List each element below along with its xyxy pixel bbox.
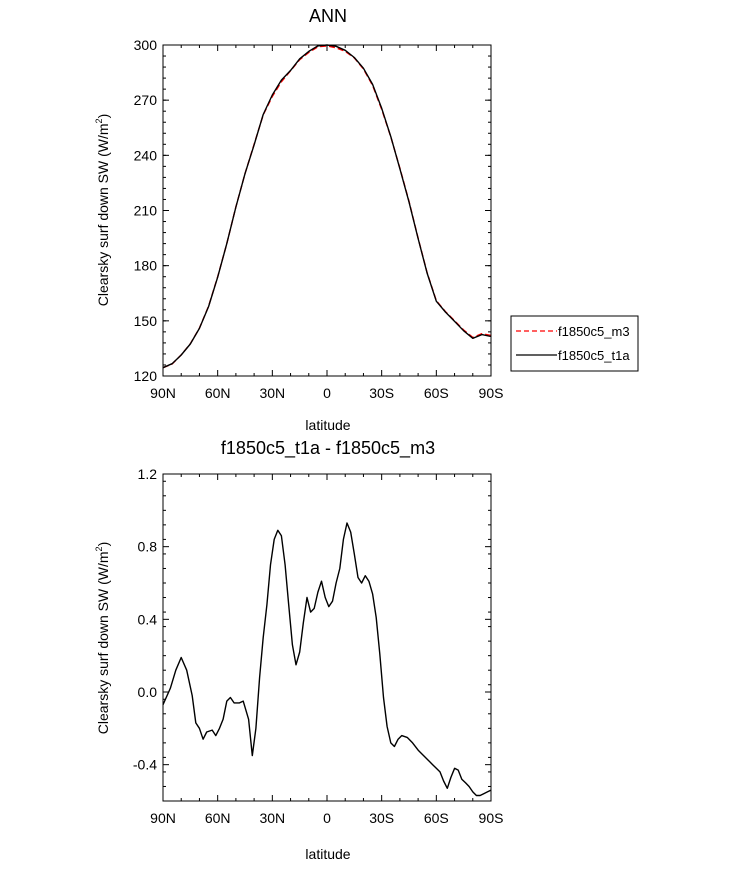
y-tick-label: 0.0: [138, 684, 158, 700]
y-tick-label: -0.4: [133, 757, 157, 773]
y-tick-label: 0.4: [138, 611, 158, 627]
series-layer: [162, 44, 492, 369]
x-tick-label: 30S: [369, 385, 394, 401]
x-tick-label: 90N: [150, 385, 176, 401]
legend-label-t1a: f1850c5_t1a: [558, 348, 630, 363]
x-axis-label: latitude: [305, 846, 350, 862]
y-tick-label: 240: [134, 147, 158, 163]
y-tick-label: 270: [134, 92, 158, 108]
legend-box: [510, 315, 639, 372]
x-tick-label: 60N: [205, 810, 231, 826]
y-tick-label: 1.2: [138, 466, 158, 482]
series-line-f1850c5-t1a-f1850c5-m3: [162, 522, 492, 797]
x-axis-label: latitude: [305, 417, 350, 433]
y-tick-label: 210: [134, 203, 158, 219]
legend: f1850c5_m3 f1850c5_t1a: [510, 315, 639, 372]
chart-title: ANN: [309, 6, 347, 26]
y-tick-label: 300: [134, 37, 158, 53]
x-tick-label: 60S: [424, 385, 449, 401]
x-tick-label: 30S: [369, 810, 394, 826]
legend-label-m3: f1850c5_m3: [558, 324, 630, 339]
x-tick-label: 30N: [259, 385, 285, 401]
x-tick-label: 60S: [424, 810, 449, 826]
series-line-f1850c5-m3: [162, 45, 492, 369]
y-tick-label: 180: [134, 258, 158, 274]
x-tick-label: 60N: [205, 385, 231, 401]
chart-title: f1850c5_t1a - f1850c5_m3: [221, 438, 435, 459]
plot-frame: [162, 473, 492, 802]
y-tick-label: 0.8: [138, 539, 158, 555]
x-tick-label: 30N: [259, 810, 285, 826]
y-axis-label: Clearsky surf down SW (W/m2): [94, 542, 111, 735]
y-tick-label: 150: [134, 313, 158, 329]
chart-panel-bottom: f1850c5_t1a - f1850c5_m3 90N 60N 30N 0 30S 60…: [94, 438, 503, 862]
y-tick-label: 120: [134, 368, 158, 384]
chart-panel-top: ANN 90N 60N 30N 0 30S 60S 90S 120 150 180 210 240 27…: [94, 6, 639, 433]
x-tick-label: 90N: [150, 810, 176, 826]
plot-frame: [162, 44, 492, 377]
x-tick-label: 90S: [479, 385, 504, 401]
x-tick-label: 0: [323, 385, 331, 401]
x-tick-label: 0: [323, 810, 331, 826]
y-axis-label: Clearsky surf down SW (W/m2): [94, 114, 111, 307]
x-tick-label: 90S: [479, 810, 504, 826]
series-line-f1850c5-t1a: [162, 44, 492, 369]
series-layer: [162, 522, 492, 797]
ticks-layer: 90N 60N 30N 0 30S 60S 90S -0.4 0.0 0.4 0.8 1.2: [133, 466, 504, 826]
ticks-layer: 90N 60N 30N 0 30S 60S 90S 120 150 180 210 240 270 300: [134, 37, 504, 401]
